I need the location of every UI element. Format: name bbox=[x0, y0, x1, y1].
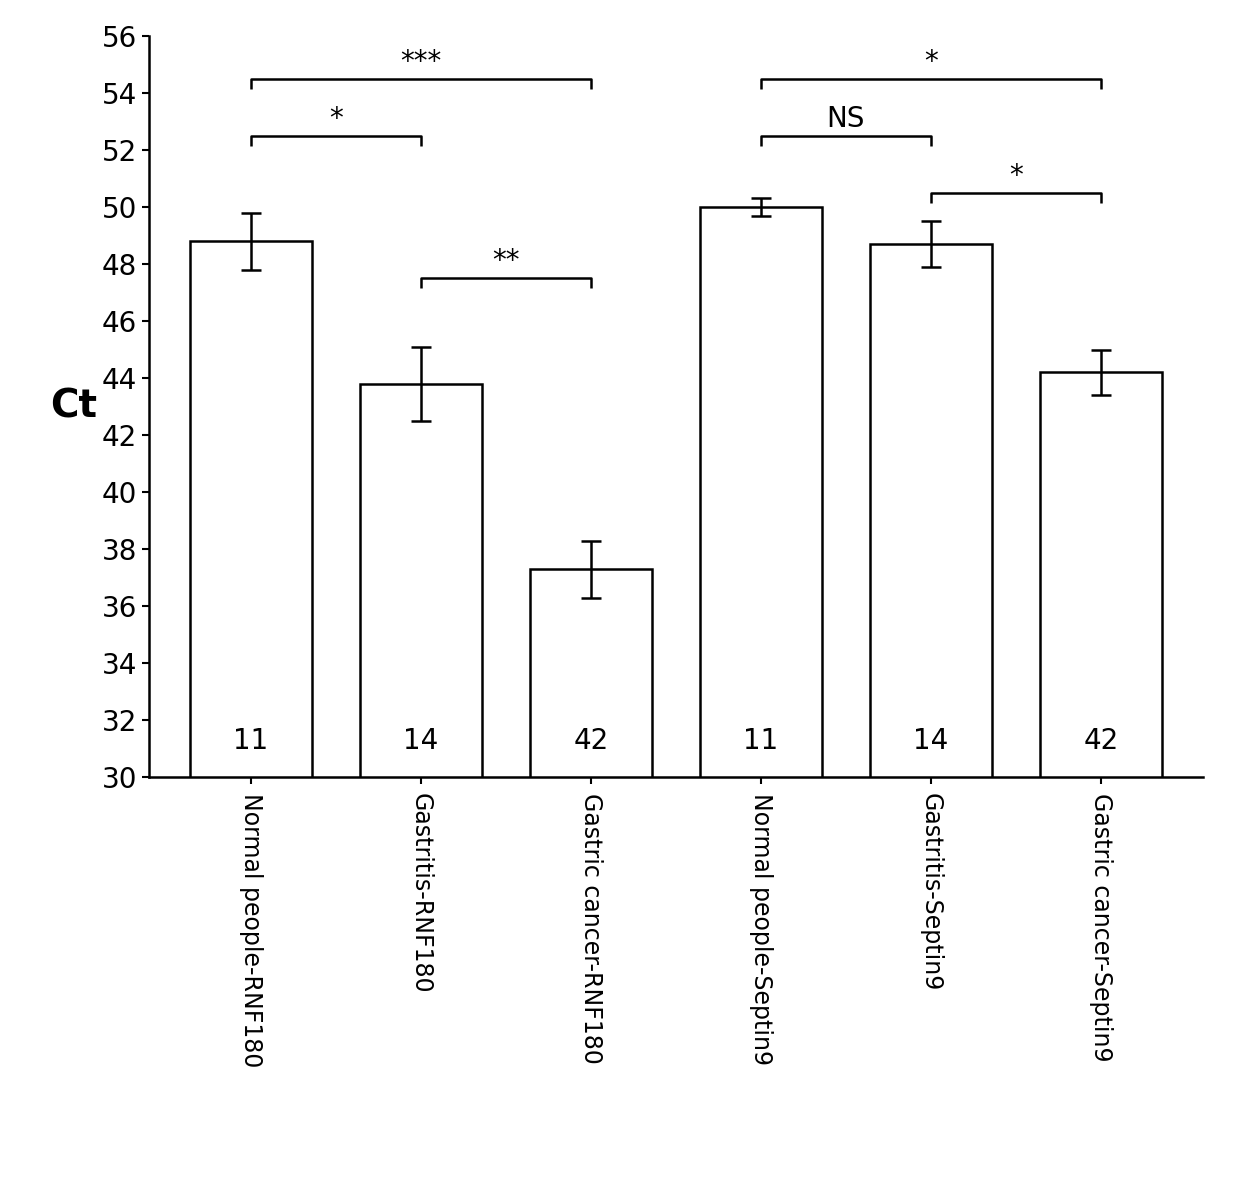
Text: 11: 11 bbox=[743, 727, 779, 755]
Text: 11: 11 bbox=[233, 727, 268, 755]
Bar bbox=[360, 384, 482, 777]
Text: *: * bbox=[329, 105, 342, 133]
Text: *: * bbox=[924, 48, 937, 75]
Text: **: ** bbox=[492, 248, 520, 275]
Bar bbox=[529, 569, 652, 777]
Text: 42: 42 bbox=[1084, 727, 1118, 755]
Bar bbox=[699, 207, 822, 777]
Text: *: * bbox=[1009, 161, 1023, 190]
Bar bbox=[1039, 372, 1162, 777]
Bar bbox=[190, 242, 312, 777]
Text: ***: *** bbox=[401, 48, 441, 75]
Y-axis label: Ct: Ct bbox=[50, 388, 97, 426]
Bar bbox=[869, 244, 992, 777]
Text: 14: 14 bbox=[913, 727, 949, 755]
Text: 14: 14 bbox=[403, 727, 439, 755]
Text: 42: 42 bbox=[573, 727, 609, 755]
Text: NS: NS bbox=[827, 105, 866, 133]
